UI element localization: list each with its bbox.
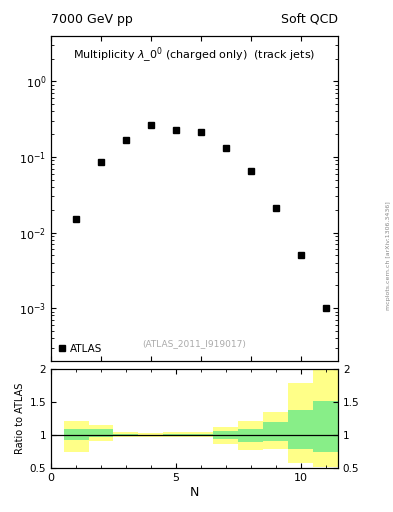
Text: Multiplicity $\lambda\_0^0$ (charged only)  (track jets): Multiplicity $\lambda\_0^0$ (charged onl… [73,46,316,65]
Text: Soft QCD: Soft QCD [281,13,338,26]
Legend: ATLAS: ATLAS [56,342,104,356]
Y-axis label: Ratio to ATLAS: Ratio to ATLAS [15,383,26,454]
Text: 7000 GeV pp: 7000 GeV pp [51,13,133,26]
ATLAS [298,252,303,259]
ATLAS [73,216,78,222]
ATLAS [248,168,253,174]
X-axis label: N: N [190,486,199,499]
ATLAS [123,137,128,143]
ATLAS [198,129,203,135]
Text: mcplots.cern.ch [arXiv:1306.3436]: mcplots.cern.ch [arXiv:1306.3436] [386,202,391,310]
ATLAS [323,305,328,311]
ATLAS [273,205,278,211]
ATLAS [99,159,103,165]
ATLAS [173,127,178,134]
ATLAS [223,145,228,152]
ATLAS [149,122,153,128]
Text: (ATLAS_2011_I919017): (ATLAS_2011_I919017) [143,339,246,348]
Line: ATLAS: ATLAS [73,122,328,311]
